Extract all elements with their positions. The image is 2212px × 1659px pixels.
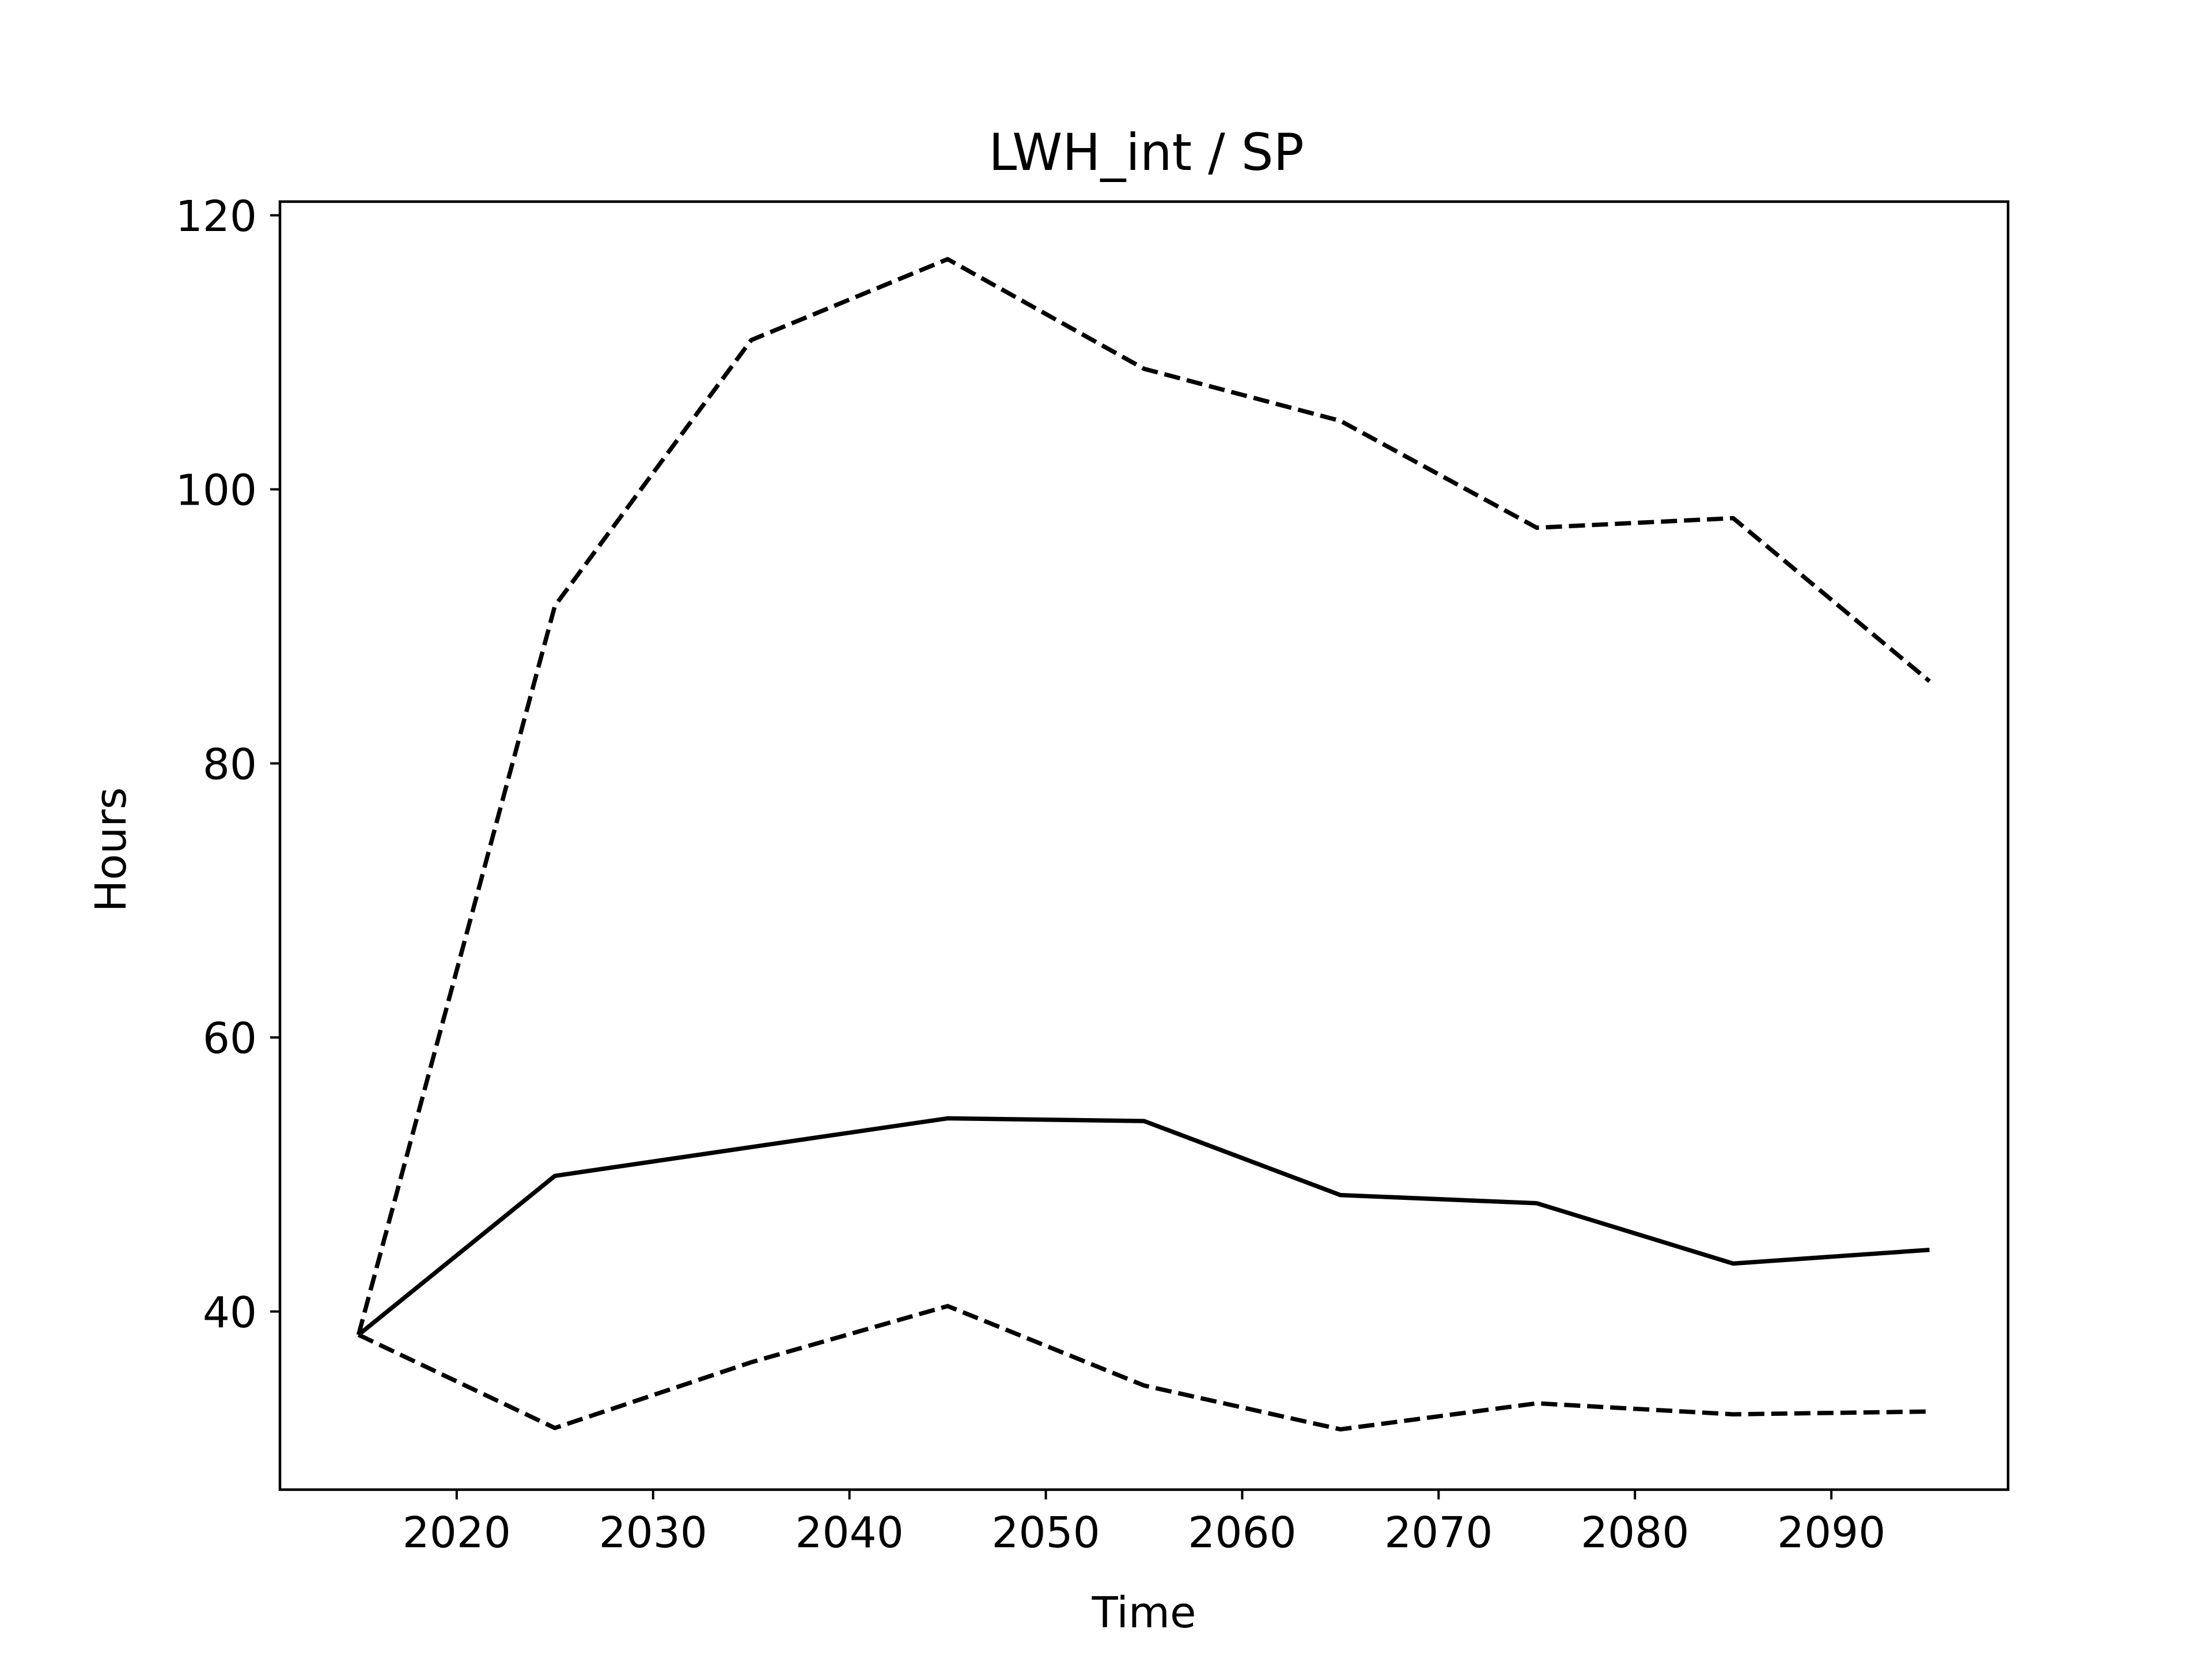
x-tick-label: 2030 <box>599 1508 707 1558</box>
y-tick-label: 80 <box>203 740 257 789</box>
x-tick-label: 2020 <box>403 1508 511 1558</box>
x-tick-label: 2060 <box>1188 1508 1296 1558</box>
y-tick-label: 60 <box>203 1014 257 1063</box>
y-tick-label: 120 <box>176 192 257 241</box>
plot-frame <box>278 200 2010 1491</box>
x-tick-label: 2050 <box>991 1508 1100 1558</box>
chart-title: LWH_int / SP <box>988 123 1304 182</box>
x-tick-label: 2090 <box>1777 1508 1885 1558</box>
x-tick-label: 2070 <box>1384 1508 1493 1558</box>
y-tick-label: 40 <box>203 1288 257 1338</box>
series-line-3-dashed <box>357 1304 1930 1432</box>
x-tick-label: 2080 <box>1581 1508 1689 1558</box>
series-line-1-solid <box>357 1116 1930 1337</box>
series-layer <box>356 257 1931 1432</box>
series-line-2-dashed <box>356 257 1931 1336</box>
y-axis-ticks: 40 60 80 100 120 <box>176 192 280 1338</box>
y-axis-label: Hours <box>86 787 136 912</box>
y-tick-label: 100 <box>176 466 257 516</box>
x-axis-ticks: 2020 2030 2040 2050 2060 2070 2080 2090 <box>403 1490 1885 1558</box>
x-tick-label: 2040 <box>795 1508 903 1558</box>
x-axis-label: Time <box>1091 1588 1196 1638</box>
